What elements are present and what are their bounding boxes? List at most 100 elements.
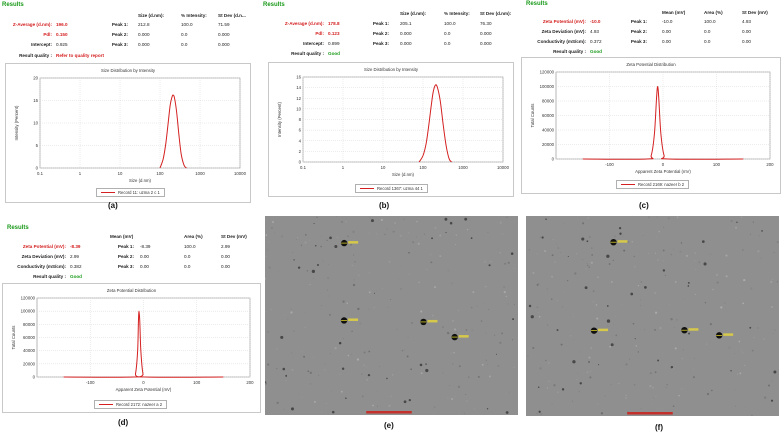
- peak-3-size: 0.000: [138, 42, 150, 47]
- y-tick-label: 14: [296, 85, 301, 90]
- texture-dot: [390, 395, 393, 398]
- texture-dot: [744, 407, 746, 409]
- peak-2-label: Peak 2:: [372, 31, 389, 36]
- texture-dot: [339, 374, 341, 376]
- peak-2-stdev: 0.000: [218, 32, 230, 37]
- y-tick-label: 60000: [23, 335, 36, 340]
- texture-dot: [270, 227, 273, 230]
- x-tick-label: 100: [156, 171, 164, 176]
- texture-dot: [595, 317, 599, 320]
- texture-dot: [497, 248, 499, 250]
- texture-dot: [300, 220, 302, 222]
- peak-3-stdev: 0.000: [218, 42, 230, 47]
- texture-dot: [368, 216, 371, 219]
- zeta-deviation-value: 2.99: [70, 254, 79, 259]
- x-tick-label: 200: [246, 380, 254, 385]
- micrograph-image: [265, 216, 518, 415]
- texture-dot: [447, 269, 450, 272]
- texture-dot: [610, 281, 613, 283]
- texture-dot: [771, 278, 773, 280]
- texture-dot: [271, 220, 275, 224]
- texture-dot: [637, 284, 640, 287]
- zeta-potential-value: -8.39: [70, 244, 81, 249]
- dark-speck: [561, 388, 565, 391]
- texture-dot: [632, 322, 635, 325]
- dark-speck: [687, 282, 690, 284]
- result-quality-value: Good: [328, 51, 340, 56]
- texture-dot: [651, 253, 654, 257]
- texture-dot: [487, 364, 489, 366]
- conductivity-label: Conductivity (mS/cm):: [17, 264, 66, 269]
- texture-dot: [624, 396, 628, 400]
- conductivity-value: 0.382: [70, 264, 82, 269]
- texture-dot: [530, 268, 532, 271]
- texture-dot: [586, 371, 589, 374]
- texture-dot: [513, 304, 515, 306]
- x-tick-label: 1: [79, 171, 82, 176]
- texture-dot: [595, 304, 598, 306]
- texture-dot: [430, 261, 433, 264]
- header-area: Area (%): [704, 10, 723, 15]
- peak-1-stdev: 4.93: [742, 19, 751, 24]
- texture-dot: [563, 223, 565, 225]
- texture-dot: [714, 219, 716, 222]
- texture-dot: [376, 405, 378, 407]
- texture-dot: [368, 350, 371, 353]
- texture-dot: [400, 350, 401, 352]
- texture-dot: [686, 370, 688, 372]
- texture-dot: [415, 236, 417, 238]
- texture-dot: [347, 354, 350, 357]
- texture-dot: [429, 253, 432, 256]
- texture-dot: [672, 248, 674, 250]
- texture-dot: [287, 318, 289, 320]
- texture-dot: [712, 288, 714, 291]
- header-area: Area (%): [184, 234, 203, 239]
- texture-dot: [467, 376, 470, 378]
- texture-dot: [738, 340, 741, 343]
- dark-speck: [495, 353, 498, 355]
- y-tick-label: 5: [36, 143, 39, 148]
- dark-speck: [334, 244, 338, 249]
- x-tick-label: 100: [419, 165, 427, 170]
- texture-dot: [715, 273, 719, 276]
- peak-2-area: 0.0: [704, 29, 711, 34]
- texture-dot: [465, 329, 468, 331]
- texture-dot: [452, 320, 454, 322]
- peak-3-stdev: 0.00: [221, 264, 230, 269]
- peak-1-stdev: 2.99: [221, 244, 230, 249]
- y-tick-label: 20000: [542, 142, 555, 147]
- texture-dot: [556, 300, 559, 302]
- texture-dot: [312, 278, 314, 279]
- texture-dot: [354, 261, 356, 263]
- dark-speck: [425, 363, 427, 365]
- texture-dot: [763, 338, 765, 340]
- texture-dot: [544, 250, 547, 253]
- texture-dot: [694, 260, 696, 262]
- texture-dot: [410, 368, 412, 371]
- micrograph-e: [265, 216, 518, 415]
- texture-dot: [760, 404, 762, 406]
- texture-dot: [452, 363, 454, 365]
- peak-2-size: 0.000: [400, 31, 412, 36]
- y-tick-label: 0: [33, 375, 36, 380]
- texture-dot: [695, 268, 697, 270]
- result-quality-label: Result quality :: [291, 51, 324, 56]
- texture-dot: [345, 221, 347, 223]
- texture-dot: [654, 395, 658, 398]
- texture-dot: [434, 286, 436, 289]
- x-tick-label: 1: [342, 165, 345, 170]
- texture-dot: [551, 403, 553, 405]
- texture-dot: [742, 302, 745, 305]
- series-line: [159, 94, 187, 169]
- texture-dot: [394, 367, 397, 369]
- texture-dot: [300, 350, 303, 353]
- texture-dot: [386, 228, 388, 230]
- texture-dot: [649, 372, 652, 375]
- texture-dot: [640, 408, 642, 410]
- peak-1-area: 100.0: [184, 244, 196, 249]
- texture-dot: [367, 271, 370, 274]
- texture-dot: [443, 332, 445, 334]
- peak-3-intensity: 0.0: [444, 41, 451, 46]
- texture-dot: [588, 356, 591, 359]
- y-tick-label: 120000: [21, 296, 36, 301]
